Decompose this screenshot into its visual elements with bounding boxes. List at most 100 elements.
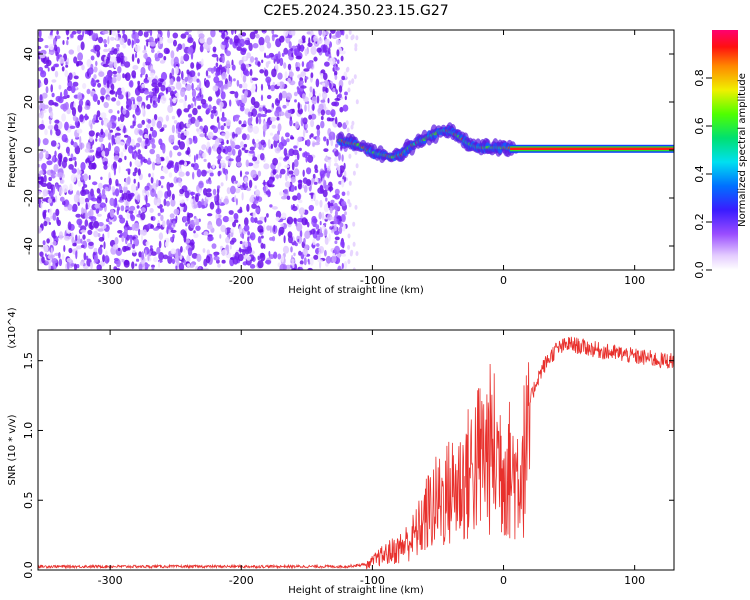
noise-speckle — [126, 91, 129, 101]
noise-speckle — [176, 46, 179, 52]
noise-speckle — [191, 82, 194, 91]
noise-speckle — [134, 45, 141, 52]
noise-speckle — [134, 52, 138, 58]
noise-speckle — [55, 195, 58, 203]
noise-speckle — [318, 232, 324, 238]
noise-speckle — [155, 156, 162, 165]
noise-speckle — [324, 163, 327, 169]
noise-speckle — [167, 38, 174, 44]
noise-speckle — [210, 67, 215, 74]
noise-speckle — [41, 256, 45, 264]
noise-speckle — [194, 194, 199, 203]
noise-speckle — [296, 222, 303, 232]
colorbar-tick-label: 0.8 — [693, 69, 706, 87]
noise-speckle — [152, 161, 156, 171]
noise-speckle — [178, 177, 182, 184]
noise-speckle — [185, 84, 192, 91]
noise-speckle — [347, 87, 351, 93]
noise-speckle — [324, 236, 329, 245]
noise-speckle — [119, 113, 125, 123]
noise-speckle — [162, 124, 167, 128]
x-tick-label: -100 — [360, 574, 385, 587]
noise-speckle — [90, 123, 93, 130]
noise-speckle — [150, 96, 153, 104]
noise-speckle — [117, 30, 120, 34]
noise-speckle — [111, 185, 116, 193]
noise-speckle — [45, 59, 52, 66]
noise-speckle — [156, 247, 161, 255]
noise-speckle — [108, 177, 112, 186]
noise-speckle — [290, 136, 295, 140]
noise-speckle — [76, 45, 81, 53]
noise-speckle — [132, 99, 136, 105]
noise-speckle — [113, 155, 120, 161]
noise-speckle — [286, 101, 290, 107]
noise-speckle — [211, 53, 218, 58]
noise-speckle — [234, 219, 239, 223]
noise-speckle — [319, 220, 322, 226]
noise-speckle — [69, 125, 76, 129]
noise-speckle — [262, 124, 268, 132]
noise-speckle — [187, 113, 193, 118]
noise-speckle — [104, 147, 110, 157]
noise-speckle — [177, 109, 181, 118]
noise-speckle — [97, 82, 102, 88]
noise-speckle — [305, 123, 309, 129]
noise-speckle — [306, 139, 311, 147]
noise-speckle — [96, 213, 102, 217]
snr-x-label: Height of straight line (km) — [288, 585, 424, 596]
noise-speckle — [191, 163, 195, 168]
noise-speckle — [46, 160, 53, 166]
noise-speckle — [290, 47, 293, 52]
noise-speckle — [312, 142, 315, 147]
noise-speckle — [106, 79, 110, 89]
noise-speckle — [116, 44, 120, 48]
noise-speckle — [239, 170, 243, 178]
noise-speckle — [158, 240, 162, 249]
noise-speckle — [80, 161, 86, 171]
noise-speckle — [199, 88, 202, 98]
noise-speckle — [314, 199, 319, 206]
noise-speckle — [42, 240, 46, 246]
noise-speckle — [320, 99, 326, 103]
noise-speckle — [163, 47, 170, 55]
noise-speckle — [294, 121, 300, 129]
noise-speckle — [38, 45, 42, 50]
noise-speckle — [246, 246, 253, 254]
noise-speckle — [225, 236, 230, 244]
noise-speckle — [82, 83, 87, 89]
noise-speckle — [244, 241, 249, 248]
noise-speckle — [261, 59, 264, 64]
noise-speckle — [222, 148, 226, 153]
noise-speckle — [61, 66, 65, 72]
noise-speckle — [103, 39, 107, 44]
noise-speckle — [255, 207, 260, 214]
noise-speckle — [180, 246, 183, 253]
noise-speckle — [172, 32, 179, 39]
noise-speckle — [208, 179, 212, 185]
noise-speckle — [263, 185, 267, 194]
noise-speckle — [345, 67, 349, 73]
noise-speckle — [43, 77, 49, 86]
noise-speckle — [103, 101, 109, 109]
noise-speckle — [50, 169, 54, 174]
noise-speckle — [310, 228, 316, 235]
noise-speckle — [187, 215, 191, 225]
noise-speckle — [174, 90, 177, 95]
noise-speckle — [240, 48, 247, 56]
noise-speckle — [150, 216, 154, 221]
noise-speckle — [79, 114, 84, 123]
noise-speckle — [205, 192, 212, 198]
noise-speckle — [151, 78, 158, 85]
noise-speckle — [196, 169, 202, 178]
noise-speckle — [65, 30, 70, 36]
noise-speckle — [334, 209, 338, 217]
noise-speckle — [320, 73, 324, 79]
noise-speckle — [72, 81, 79, 87]
noise-speckle — [150, 189, 157, 197]
noise-speckle — [239, 38, 245, 47]
noise-speckle — [272, 169, 277, 176]
noise-speckle — [95, 114, 99, 124]
noise-speckle — [163, 56, 167, 61]
noise-speckle — [44, 253, 47, 257]
